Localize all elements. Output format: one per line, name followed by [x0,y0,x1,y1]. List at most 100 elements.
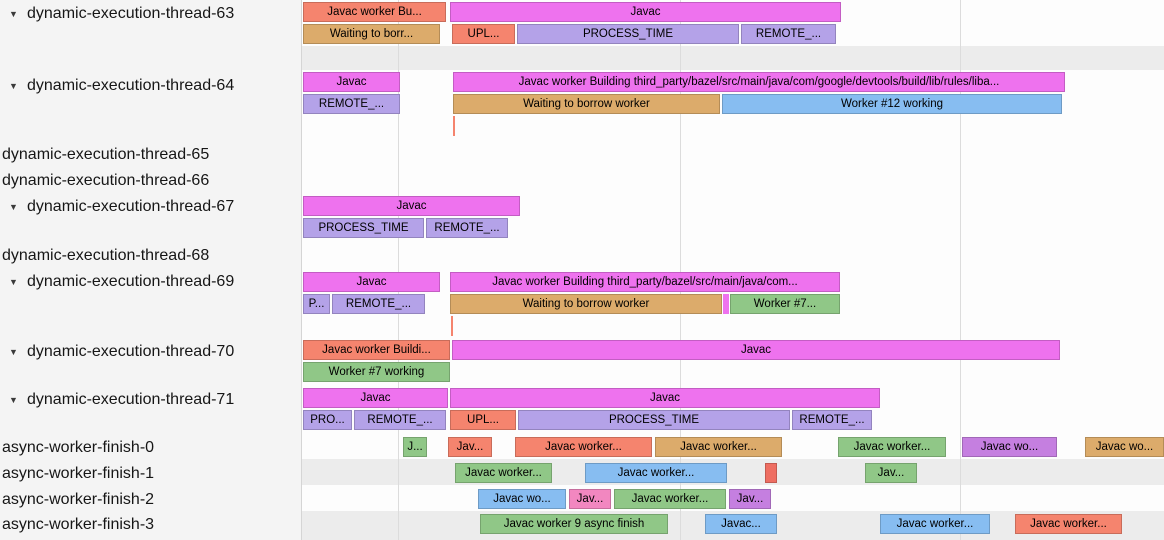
trace-slice[interactable]: Jav... [729,489,771,509]
trace-slice[interactable]: Javac worker... [1015,514,1122,534]
sidebar-row-dynamic-execution-thread-68[interactable]: dynamic-execution-thread-68 [0,245,209,267]
trace-slice[interactable]: Javac worker... [838,437,946,457]
trace-slice[interactable]: PROCESS_TIME [518,410,790,430]
trace-slice[interactable]: REMOTE_... [332,294,425,314]
trace-slice[interactable]: P... [303,294,330,314]
trace-slice-label: Worker #12 working [840,98,944,110]
trace-slice[interactable]: REMOTE_... [741,24,836,44]
collapse-arrow-icon[interactable]: ▼ [9,9,18,19]
trace-slice[interactable]: J... [403,437,427,457]
sidebar-row-dynamic-execution-thread-65[interactable]: dynamic-execution-thread-65 [0,144,209,166]
thread-name-label: dynamic-execution-thread-64 [27,77,235,94]
trace-slice-label: Javac worker Buildi... [322,344,431,356]
thread-name-label: dynamic-execution-thread-68 [2,247,210,264]
trace-slice[interactable]: Jav... [865,463,917,483]
trace-slice[interactable]: UPL... [450,410,516,430]
trace-slice-label: UPL... [467,414,499,426]
trace-slice[interactable]: Javac worker Building third_party/bazel/… [453,72,1065,92]
trace-slice[interactable]: Jav... [569,489,611,509]
trace-slice-label: Waiting to borrow worker [523,98,650,110]
trace-slice[interactable]: Waiting to borrow worker [453,94,720,114]
trace-slice-label: Waiting to borr... [329,28,414,40]
sidebar-row-dynamic-execution-thread-67[interactable]: ▼ dynamic-execution-thread-67 [0,196,234,218]
trace-slice[interactable]: REMOTE_... [354,410,446,430]
trace-slice-label: REMOTE_... [755,28,822,40]
trace-slice[interactable] [451,316,453,336]
trace-slice-label: REMOTE_... [318,98,385,110]
trace-slice[interactable]: Javac [303,196,520,216]
trace-slice[interactable]: Worker #7 working [303,362,450,382]
timeline-canvas[interactable]: Javac worker Bu... Javac Waiting to borr..… [302,0,1164,540]
trace-slice-label: Javac worker Building third_party/bazel/… [492,276,798,288]
trace-slice[interactable]: REMOTE_... [792,410,872,430]
trace-slice[interactable]: Javac... [705,514,777,534]
sidebar-row-dynamic-execution-thread-69[interactable]: ▼ dynamic-execution-thread-69 [0,271,234,293]
collapse-arrow-icon[interactable]: ▼ [9,395,18,405]
trace-slice[interactable]: PROCESS_TIME [303,218,424,238]
trace-slice-label: UPL... [467,28,500,40]
trace-slice[interactable] [453,116,455,136]
collapse-arrow-icon[interactable]: ▼ [9,81,18,91]
thread-name-label: dynamic-execution-thread-67 [27,198,235,215]
trace-slice[interactable]: Worker #7... [730,294,840,314]
trace-slice[interactable]: Javac worker... [614,489,726,509]
trace-slice-label: Javac worker... [680,441,757,453]
sidebar-row-dynamic-execution-thread-64[interactable]: ▼ dynamic-execution-thread-64 [0,75,234,97]
sidebar-row-async-worker-finish-2[interactable]: async-worker-finish-2 [0,489,154,511]
trace-slice-label: Javac... [721,518,761,530]
trace-slice[interactable]: Jav... [448,437,492,457]
collapse-arrow-icon[interactable]: ▼ [9,277,18,287]
trace-slice-label: REMOTE_... [434,222,500,234]
sidebar-row-async-worker-finish-1[interactable]: async-worker-finish-1 [0,463,154,485]
trace-slice[interactable]: Javac [452,340,1060,360]
trace-slice[interactable] [765,463,777,483]
trace-slice[interactable]: Javac worker Buildi... [303,340,450,360]
trace-slice[interactable]: Javac worker... [515,437,652,457]
trace-slice[interactable]: Javac wo... [962,437,1057,457]
trace-slice[interactable]: PROCESS_TIME [517,24,739,44]
trace-slice-label: Javac [396,200,427,212]
trace-slice-label: Javac worker... [853,441,931,453]
trace-slice-label: Jav... [456,441,484,453]
trace-slice-label: Javac wo... [980,441,1039,453]
trace-slice[interactable]: Javac worker... [880,514,990,534]
sidebar-row-async-worker-finish-3[interactable]: async-worker-finish-3 [0,514,154,536]
trace-slice[interactable]: Worker #12 working [722,94,1062,114]
trace-slice[interactable]: Javac wo... [1085,437,1164,457]
trace-slice[interactable]: Javac [450,2,841,22]
trace-slice[interactable]: Javac [303,72,400,92]
trace-slice[interactable]: Javac worker... [455,463,552,483]
sidebar-row-dynamic-execution-thread-63[interactable]: ▼ dynamic-execution-thread-63 [0,3,234,25]
trace-slice[interactable]: Javac [303,272,440,292]
trace-slice[interactable]: Javac worker... [585,463,727,483]
trace-slice[interactable]: PRO... [303,410,352,430]
trace-slice[interactable]: Javac worker Bu... [303,2,446,22]
sidebar-row-dynamic-execution-thread-66[interactable]: dynamic-execution-thread-66 [0,170,209,192]
trace-slice-label: Javac [740,344,772,356]
trace-slice[interactable]: UPL... [452,24,515,44]
trace-slice[interactable]: Javac worker 9 async finish [480,514,668,534]
trace-slice[interactable]: Javac worker... [655,437,782,457]
trace-slice[interactable]: Waiting to borrow worker [450,294,722,314]
sidebar-row-async-worker-finish-0[interactable]: async-worker-finish-0 [0,437,154,459]
timeline-gridline [960,0,961,540]
trace-slice[interactable]: REMOTE_... [303,94,400,114]
collapse-arrow-icon[interactable]: ▼ [9,347,18,357]
trace-slice-label: Javac worker... [465,467,542,479]
sidebar-row-dynamic-execution-thread-71[interactable]: ▼ dynamic-execution-thread-71 [0,389,234,411]
trace-slice[interactable]: Javac worker Building third_party/bazel/… [450,272,840,292]
trace-slice[interactable]: Javac [450,388,880,408]
trace-slice-label: Javac worker Bu... [327,6,422,18]
trace-slice[interactable]: Javac wo... [478,489,566,509]
sidebar-row-dynamic-execution-thread-70[interactable]: ▼ dynamic-execution-thread-70 [0,341,234,363]
track-background-band [302,46,1164,70]
trace-slice[interactable]: REMOTE_... [426,218,508,238]
trace-slice[interactable] [723,294,729,314]
trace-slice[interactable]: Javac [303,388,448,408]
trace-slice-label: PRO... [310,414,345,426]
collapse-arrow-icon[interactable]: ▼ [9,202,18,212]
trace-slice-label: Javac worker Building third_party/bazel/… [518,76,1000,88]
trace-slice-label: REMOTE_... [345,298,412,310]
trace-slice-label: Javac wo... [493,493,551,505]
trace-slice[interactable]: Waiting to borr... [303,24,440,44]
